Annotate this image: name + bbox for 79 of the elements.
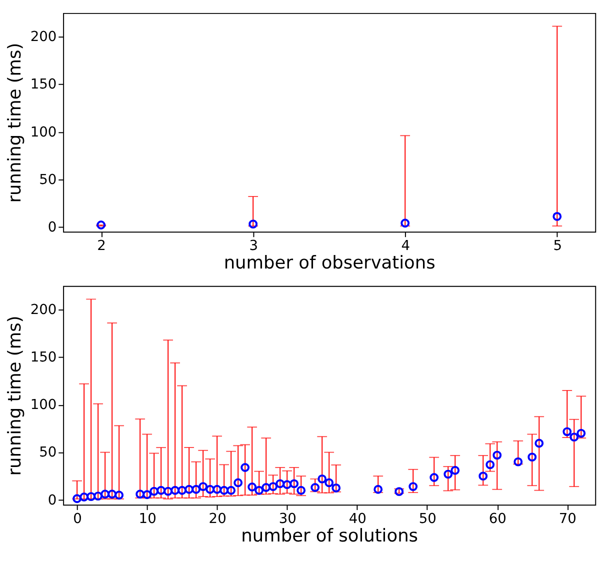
point [150, 486, 159, 496]
x-axis-title: number of observations [224, 254, 436, 274]
point [220, 486, 229, 495]
x-tick-label: 3 [249, 238, 258, 254]
x-tick-label: 50 [418, 510, 436, 527]
point [96, 220, 106, 230]
x-tick-label: 10 [138, 510, 156, 527]
y-tick-label: 100 [30, 397, 57, 414]
point [394, 487, 404, 496]
x-tick-label: 5 [553, 238, 562, 254]
point [164, 486, 173, 496]
point [262, 483, 271, 492]
y-tick-label: 200 [30, 302, 57, 318]
point [276, 479, 285, 488]
x-axis-title: number of solutions [241, 526, 418, 547]
point [178, 486, 187, 495]
point [486, 460, 495, 470]
point [430, 473, 439, 482]
point [374, 484, 383, 494]
point [296, 486, 306, 495]
y-tick-label: 0 [48, 492, 57, 508]
point [212, 484, 222, 494]
point [72, 494, 82, 504]
point [528, 452, 537, 462]
point [192, 484, 201, 494]
point [400, 218, 410, 228]
point [450, 466, 460, 475]
point [94, 492, 103, 501]
point [80, 492, 89, 502]
point [170, 486, 180, 495]
y-axis-title: running time (ms) [5, 316, 26, 476]
x-tick-label: 2 [97, 238, 106, 254]
y-tick-label: 50 [39, 172, 57, 188]
point [492, 450, 502, 460]
point [184, 484, 194, 494]
y-tick-label: 0 [48, 219, 57, 236]
point [478, 472, 488, 481]
y-tick-label: 100 [30, 124, 57, 140]
point [570, 432, 579, 442]
point [444, 470, 453, 479]
x-tick-label: 60 [488, 510, 506, 527]
point [310, 483, 320, 492]
point [282, 480, 292, 490]
y-tick-label: 150 [30, 350, 57, 366]
point [254, 486, 264, 495]
point [268, 482, 278, 492]
x-tick-label: 40 [348, 510, 366, 527]
point [226, 486, 236, 495]
point [108, 490, 117, 499]
point [206, 484, 215, 494]
point [234, 478, 243, 488]
y-axis-title: running time (ms) [5, 42, 26, 203]
point [248, 482, 257, 492]
point [290, 479, 299, 488]
point [136, 490, 145, 499]
point [576, 428, 586, 438]
point [318, 474, 327, 484]
point [86, 492, 96, 501]
x-tick-label: 0 [73, 510, 82, 527]
point [534, 438, 544, 448]
x-tick-label: 70 [558, 510, 576, 527]
y-tick-label: 200 [30, 29, 57, 46]
x-tick-label: 30 [278, 510, 296, 527]
point [156, 486, 166, 495]
point [240, 463, 250, 472]
point [198, 482, 208, 492]
point [324, 478, 334, 488]
point [562, 427, 572, 436]
point [552, 212, 562, 221]
point [248, 220, 258, 229]
point [408, 482, 418, 492]
y-tick-label: 150 [30, 76, 57, 93]
x-tick-label: 20 [208, 510, 226, 527]
point [332, 484, 341, 492]
y-tick-label: 50 [39, 444, 57, 461]
point [142, 490, 152, 500]
point [514, 457, 523, 466]
x-tick-label: 4 [401, 238, 410, 254]
point [114, 490, 124, 500]
